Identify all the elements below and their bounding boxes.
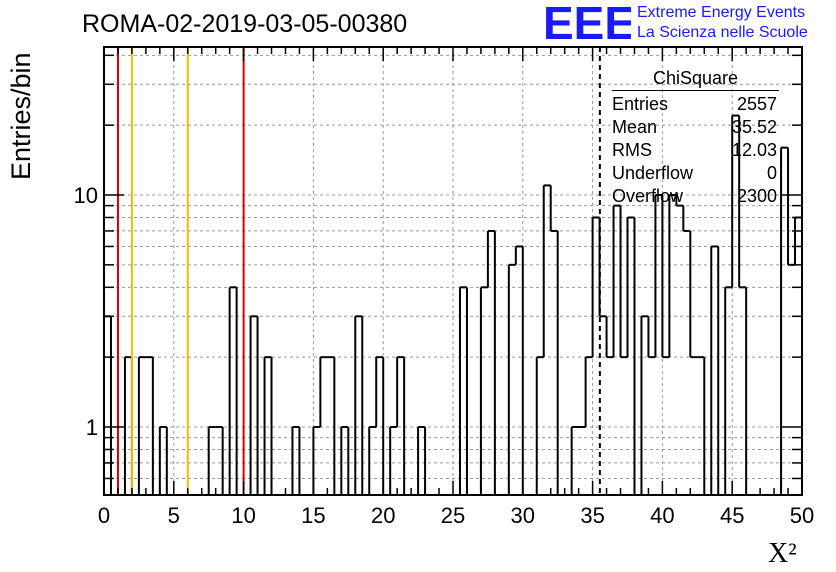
x-tick-label: 40 — [650, 503, 674, 528]
stats-label: Underflow — [612, 163, 694, 183]
x-tick-label: 25 — [441, 503, 465, 528]
stats-label: Mean — [612, 117, 658, 137]
logo-caption: Extreme Energy Events La Scienza nelle S… — [637, 3, 808, 43]
x-tick-label: 45 — [720, 503, 744, 528]
stats-row-entries: Entries 2557 — [612, 93, 777, 116]
x-tick-label: 5 — [168, 503, 180, 528]
eee-logo: EEE — [543, 2, 631, 42]
x-tick-label: 35 — [580, 503, 604, 528]
histogram-bins — [103, 114, 802, 496]
y-axis-label: Entries/bin — [6, 52, 36, 180]
logo-line-1: Extreme Energy Events — [637, 4, 806, 21]
logo-letters: EEE — [543, 2, 631, 42]
stats-label: Entries — [612, 94, 669, 114]
x-tick-label: 10 — [231, 503, 255, 528]
stats-label: Overflow — [612, 186, 684, 206]
x-tick-label: 0 — [98, 503, 110, 528]
x-tick-label: 50 — [790, 503, 814, 528]
stats-box: ChiSquare Entries 2557 Mean 35.52 RMS 12.03… — [612, 68, 779, 208]
x-tick-label: 15 — [301, 503, 325, 528]
stats-row-rms: RMS 12.03 — [612, 139, 777, 162]
stats-value: 12.03 — [731, 140, 777, 160]
stats-row-mean: Mean 35.52 — [612, 116, 777, 139]
logo-line-2: La Scienza nelle Scuole — [637, 24, 808, 41]
stats-value: 35.52 — [731, 117, 777, 137]
stats-value: 2557 — [736, 94, 777, 114]
stats-value: 2300 — [736, 186, 777, 206]
stats-value: 0 — [766, 163, 777, 183]
x-tick-label: 30 — [511, 503, 535, 528]
stats-row-overflow: Overflow 2300 — [612, 185, 777, 208]
chart-title: ROMA-02-2019-03-05-00380 — [82, 10, 408, 38]
stats-title: ChiSquare — [612, 68, 779, 91]
y-tick-label: 10 — [74, 183, 98, 208]
axis-ticks — [103, 47, 803, 496]
tick-labels: 0 5 10 15 20 25 30 35 40 45 50 1 10 — [74, 183, 815, 528]
grid-lines — [104, 47, 802, 495]
stats-row-underflow: Underflow 0 — [612, 162, 777, 185]
y-tick-label: 1 — [86, 415, 98, 440]
x-axis-label: X² — [768, 538, 797, 569]
reference-lines — [116, 47, 601, 495]
x-tick-label: 20 — [371, 503, 395, 528]
stats-label: RMS — [612, 140, 652, 160]
